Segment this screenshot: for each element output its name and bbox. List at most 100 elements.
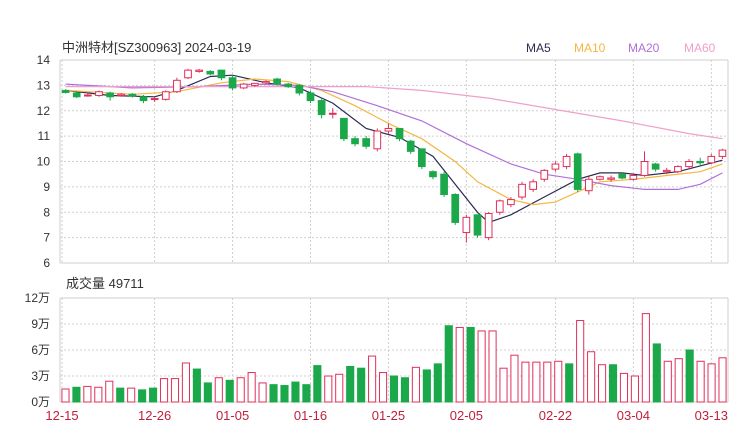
volume-bar: [105, 380, 114, 403]
volume-bar: [477, 330, 486, 403]
candle: [95, 90, 103, 97]
candle: [696, 157, 705, 166]
candle: [540, 169, 549, 182]
volume-bar: [630, 375, 639, 403]
volume-bar: [510, 354, 519, 403]
volume-bar: [280, 385, 289, 403]
kline-y-tick: 9: [43, 180, 50, 194]
candle: [139, 95, 148, 104]
candle: [451, 193, 460, 225]
volume-bar: [94, 386, 103, 403]
volume-bar: [302, 384, 311, 403]
date-tick: 01-16: [294, 408, 327, 423]
volume-bar: [313, 365, 322, 403]
candle: [195, 68, 204, 73]
kline-y-tick: 11: [38, 129, 51, 143]
candle: [273, 77, 281, 86]
candle: [651, 162, 660, 172]
volume-bar: [587, 351, 596, 403]
legend-ma10: MA10: [574, 41, 606, 55]
volume-bar: [214, 377, 223, 403]
volume-bar: [663, 360, 672, 403]
volume-bar: [324, 375, 333, 403]
volume-bar: [608, 364, 618, 403]
candle: [295, 84, 304, 96]
legend-ma20: MA20: [628, 41, 660, 55]
candle: [106, 91, 114, 101]
candle: [317, 98, 326, 119]
date-tick: 12-26: [138, 408, 171, 423]
candle: [685, 158, 693, 170]
candle: [117, 92, 126, 97]
volume-bar: [499, 367, 508, 403]
volume-y-axis: 12万 9万 6万 3万 0万: [25, 291, 50, 409]
volume-bar: [236, 377, 245, 403]
candle: [373, 128, 382, 152]
volume-bar: [565, 363, 574, 403]
date-tick: 12-15: [45, 408, 78, 423]
candle: [495, 199, 504, 215]
volume-bar: [466, 326, 475, 403]
volume-bar: [444, 325, 453, 403]
volume-bar: [422, 369, 431, 403]
candle: [351, 136, 359, 147]
volume-bar: [411, 366, 420, 403]
candle: [184, 68, 192, 80]
kline-y-tick: 14: [37, 53, 51, 67]
date-axis: 12-15 12-26 01-05 01-16 01-25 02-05 02-22 03-04…: [45, 408, 728, 423]
legend-ma60: MA60: [684, 41, 716, 55]
legend-ma5: MA5: [526, 41, 551, 55]
volume-bar: [258, 382, 267, 403]
volume-title: 成交量 49711: [66, 276, 144, 291]
volume-bar: [357, 367, 366, 403]
candle: [640, 151, 649, 177]
kline-grid: [59, 59, 729, 264]
volume-y-tick: 12万: [25, 291, 50, 305]
kline-y-axis: 14 13 12 11 10 9 8 7 6: [37, 53, 51, 270]
candle: [262, 80, 270, 85]
kline-y-tick: 13: [37, 78, 51, 92]
volume-bar: [378, 372, 388, 403]
volume-bar: [127, 387, 136, 403]
date-tick: 02-22: [539, 408, 572, 423]
volume-bar: [116, 387, 125, 403]
volume-bar: [335, 373, 344, 403]
volume-bar: [718, 357, 727, 403]
volume-bar: [707, 363, 716, 403]
volume-bar: [641, 313, 650, 403]
volume-bar: [346, 365, 355, 403]
volume-bar: [149, 387, 158, 403]
candle: [83, 92, 92, 97]
volume-bars: [61, 313, 727, 403]
volume-bar: [368, 355, 377, 403]
date-tick: 03-13: [695, 408, 728, 423]
candle: [417, 148, 426, 170]
candle: [529, 179, 538, 192]
candle: [72, 90, 81, 99]
candle: [662, 167, 671, 175]
volume-bar: [685, 349, 694, 403]
kline-y-tick: 12: [37, 104, 51, 118]
volume-bar: [521, 361, 530, 403]
volume-bar: [247, 372, 256, 403]
volume-bar: [674, 358, 683, 403]
candle: [395, 128, 404, 142]
candle: [206, 70, 215, 76]
volume-bar: [455, 326, 464, 403]
candle: [518, 181, 526, 200]
chart-title: 中洲特材[SZ300963] 2024-03-19: [62, 40, 251, 55]
kline-y-tick: 6: [43, 256, 50, 270]
date-tick: 01-25: [372, 408, 405, 423]
candle: [596, 175, 604, 181]
ma-line-ma5: [65, 74, 723, 224]
volume-bar: [554, 360, 563, 403]
candle: [250, 82, 259, 87]
candle: [507, 197, 515, 208]
volume-bar: [291, 381, 300, 403]
candle: [406, 139, 415, 154]
candle: [61, 89, 70, 94]
candle: [328, 108, 337, 119]
volume-bar: [61, 388, 70, 403]
ma-legend: MA5 MA10 MA20 MA60: [526, 41, 716, 55]
